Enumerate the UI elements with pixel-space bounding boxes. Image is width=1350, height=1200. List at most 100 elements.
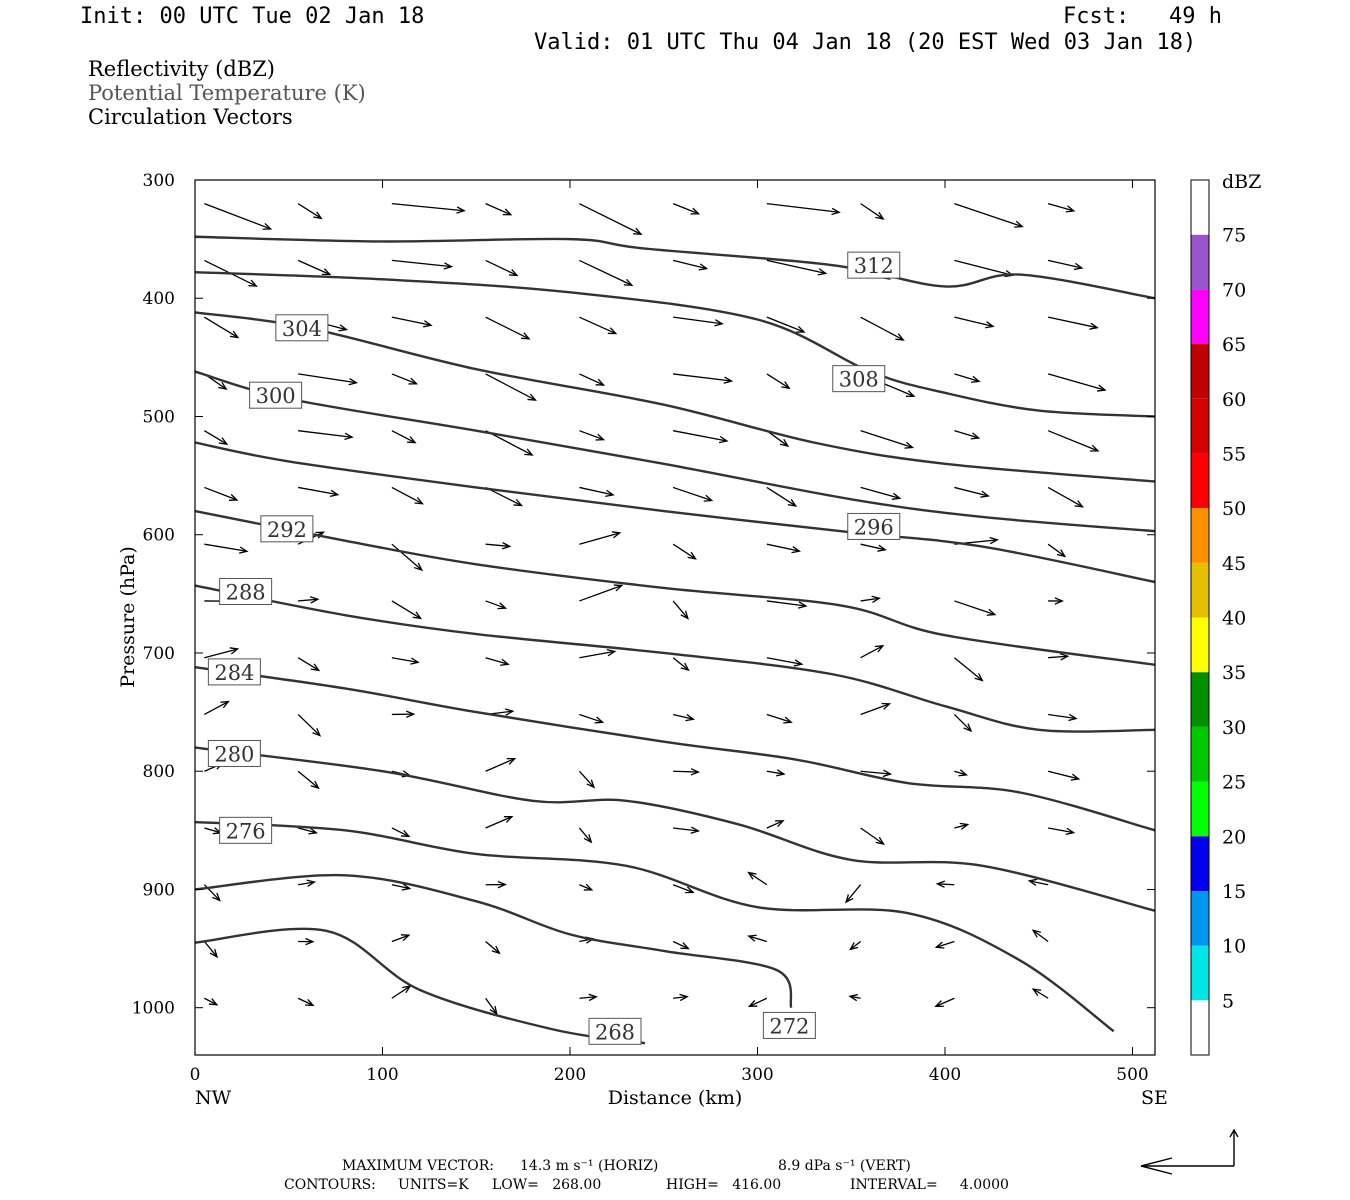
colorbar-label: 50: [1222, 498, 1246, 520]
wind-vector: [766, 316, 805, 333]
wind-vector: [860, 203, 884, 220]
contour-label: 312: [854, 254, 894, 278]
wind-vector-head: [306, 879, 317, 887]
wind-vector-head: [456, 206, 466, 214]
wind-vector: [954, 770, 967, 776]
wind-vector: [766, 203, 840, 213]
contour-label-box: [832, 365, 886, 393]
wind-vector: [297, 827, 317, 834]
wind-vector: [766, 770, 785, 775]
wind-vector: [954, 259, 1013, 276]
wind-vector-head: [817, 268, 828, 276]
wind-vector-head: [400, 934, 411, 942]
max-vector-vert: 8.9 dPa s⁻¹ (VERT): [778, 1158, 911, 1174]
wind-vector-head: [1070, 773, 1081, 781]
wind-vector-head: [698, 263, 709, 271]
theta-contour-288: [194, 584, 1156, 733]
plot-frame: [194, 179, 1156, 1056]
wind-vector: [391, 827, 410, 838]
wind-vector: [672, 203, 699, 215]
colorbar-label: 70: [1222, 279, 1246, 301]
wind-vector: [672, 657, 689, 671]
wind-vector: [1029, 880, 1049, 886]
wind-vector-head: [882, 769, 893, 778]
wind-vector-head: [218, 437, 229, 445]
wind-vector-head: [594, 716, 605, 724]
wind-vector: [748, 872, 768, 886]
wind-vector-head: [408, 377, 419, 385]
wind-vector-head: [985, 321, 995, 329]
wind-vector-head: [848, 993, 858, 1002]
wind-vector-head: [489, 1005, 498, 1016]
wind-vector-head: [1074, 500, 1085, 508]
wind-vector: [298, 430, 353, 438]
wind-vector: [391, 259, 452, 268]
colorbar-label: 5: [1222, 990, 1234, 1012]
theta-contour-304: [194, 311, 1156, 483]
wind-vector: [391, 486, 423, 505]
wind-vector: [485, 600, 506, 609]
colorbar-label: 65: [1222, 334, 1246, 356]
contour-label: 308: [839, 368, 879, 392]
wind-vector-head: [413, 562, 424, 572]
wind-vector: [204, 997, 218, 1006]
wind-vector: [672, 884, 694, 893]
wind-vector: [766, 430, 789, 447]
wind-vector-head: [1059, 653, 1070, 661]
wind-vector: [297, 203, 322, 219]
colorbar-label: 40: [1222, 608, 1246, 630]
wind-vector-head: [775, 820, 785, 828]
wind-vector-head: [679, 993, 689, 1002]
contour-label-box: [260, 515, 314, 543]
wind-vector: [860, 770, 891, 775]
wind-vector-head: [583, 834, 593, 844]
wind-vector: [579, 486, 614, 496]
wind-vector-head: [881, 702, 892, 710]
wind-vector: [204, 486, 238, 501]
wind-vector-head: [506, 757, 517, 765]
wind-vector: [954, 373, 980, 383]
x-tick-label: 200: [554, 1065, 586, 1085]
theta-contour-296: [194, 441, 1156, 584]
colorbar-segment: [1191, 945, 1209, 1001]
wind-vector: [1047, 259, 1083, 269]
wind-vector: [673, 373, 732, 382]
wind-vector-head: [1054, 597, 1064, 605]
contour-label-box: [219, 816, 273, 844]
wind-vector-head: [935, 880, 946, 888]
wind-vector-head: [971, 375, 981, 383]
contours-low: LOW= 268.00: [492, 1177, 602, 1193]
y-tick-label: 500: [143, 407, 175, 427]
wind-vector-head: [248, 279, 258, 287]
wind-vector: [672, 713, 694, 720]
wind-vector: [298, 598, 318, 602]
y-tick-label: 700: [143, 644, 175, 664]
forecast-hour: Fcst: 49 h: [1063, 4, 1222, 29]
wind-vector: [391, 543, 423, 571]
wind-vector: [1048, 827, 1074, 834]
wind-vector: [579, 996, 597, 999]
wind-vector: [579, 713, 603, 723]
contour-label-box: [249, 381, 303, 409]
y-tick-label: 800: [143, 762, 175, 782]
wind-vector-head: [685, 886, 695, 894]
wind-vector-head: [305, 937, 315, 946]
contour-labels: 312 308 304 300 296 292 288 284 280 276 272 268: [207, 251, 901, 1045]
contour-label: 284: [214, 661, 254, 685]
theta-contour-312: [194, 235, 1156, 300]
wind-vector: [1047, 373, 1106, 391]
wind-vector: [203, 941, 218, 958]
wind-vector-head: [611, 531, 622, 539]
wind-vector-head: [527, 393, 537, 401]
wind-vector-head: [229, 330, 240, 339]
wind-vector-head: [747, 934, 757, 942]
colorbar-segment: [1191, 453, 1209, 509]
wind-vector-head: [503, 815, 514, 823]
wind-vector-head: [497, 602, 508, 610]
colorbar-segment: [1191, 672, 1209, 727]
theta-contour-308: [194, 271, 1156, 418]
wind-vector: [298, 881, 315, 886]
wind-vector: [936, 940, 955, 948]
contour-label: 268: [595, 1020, 635, 1044]
wind-vector-head: [344, 432, 354, 441]
